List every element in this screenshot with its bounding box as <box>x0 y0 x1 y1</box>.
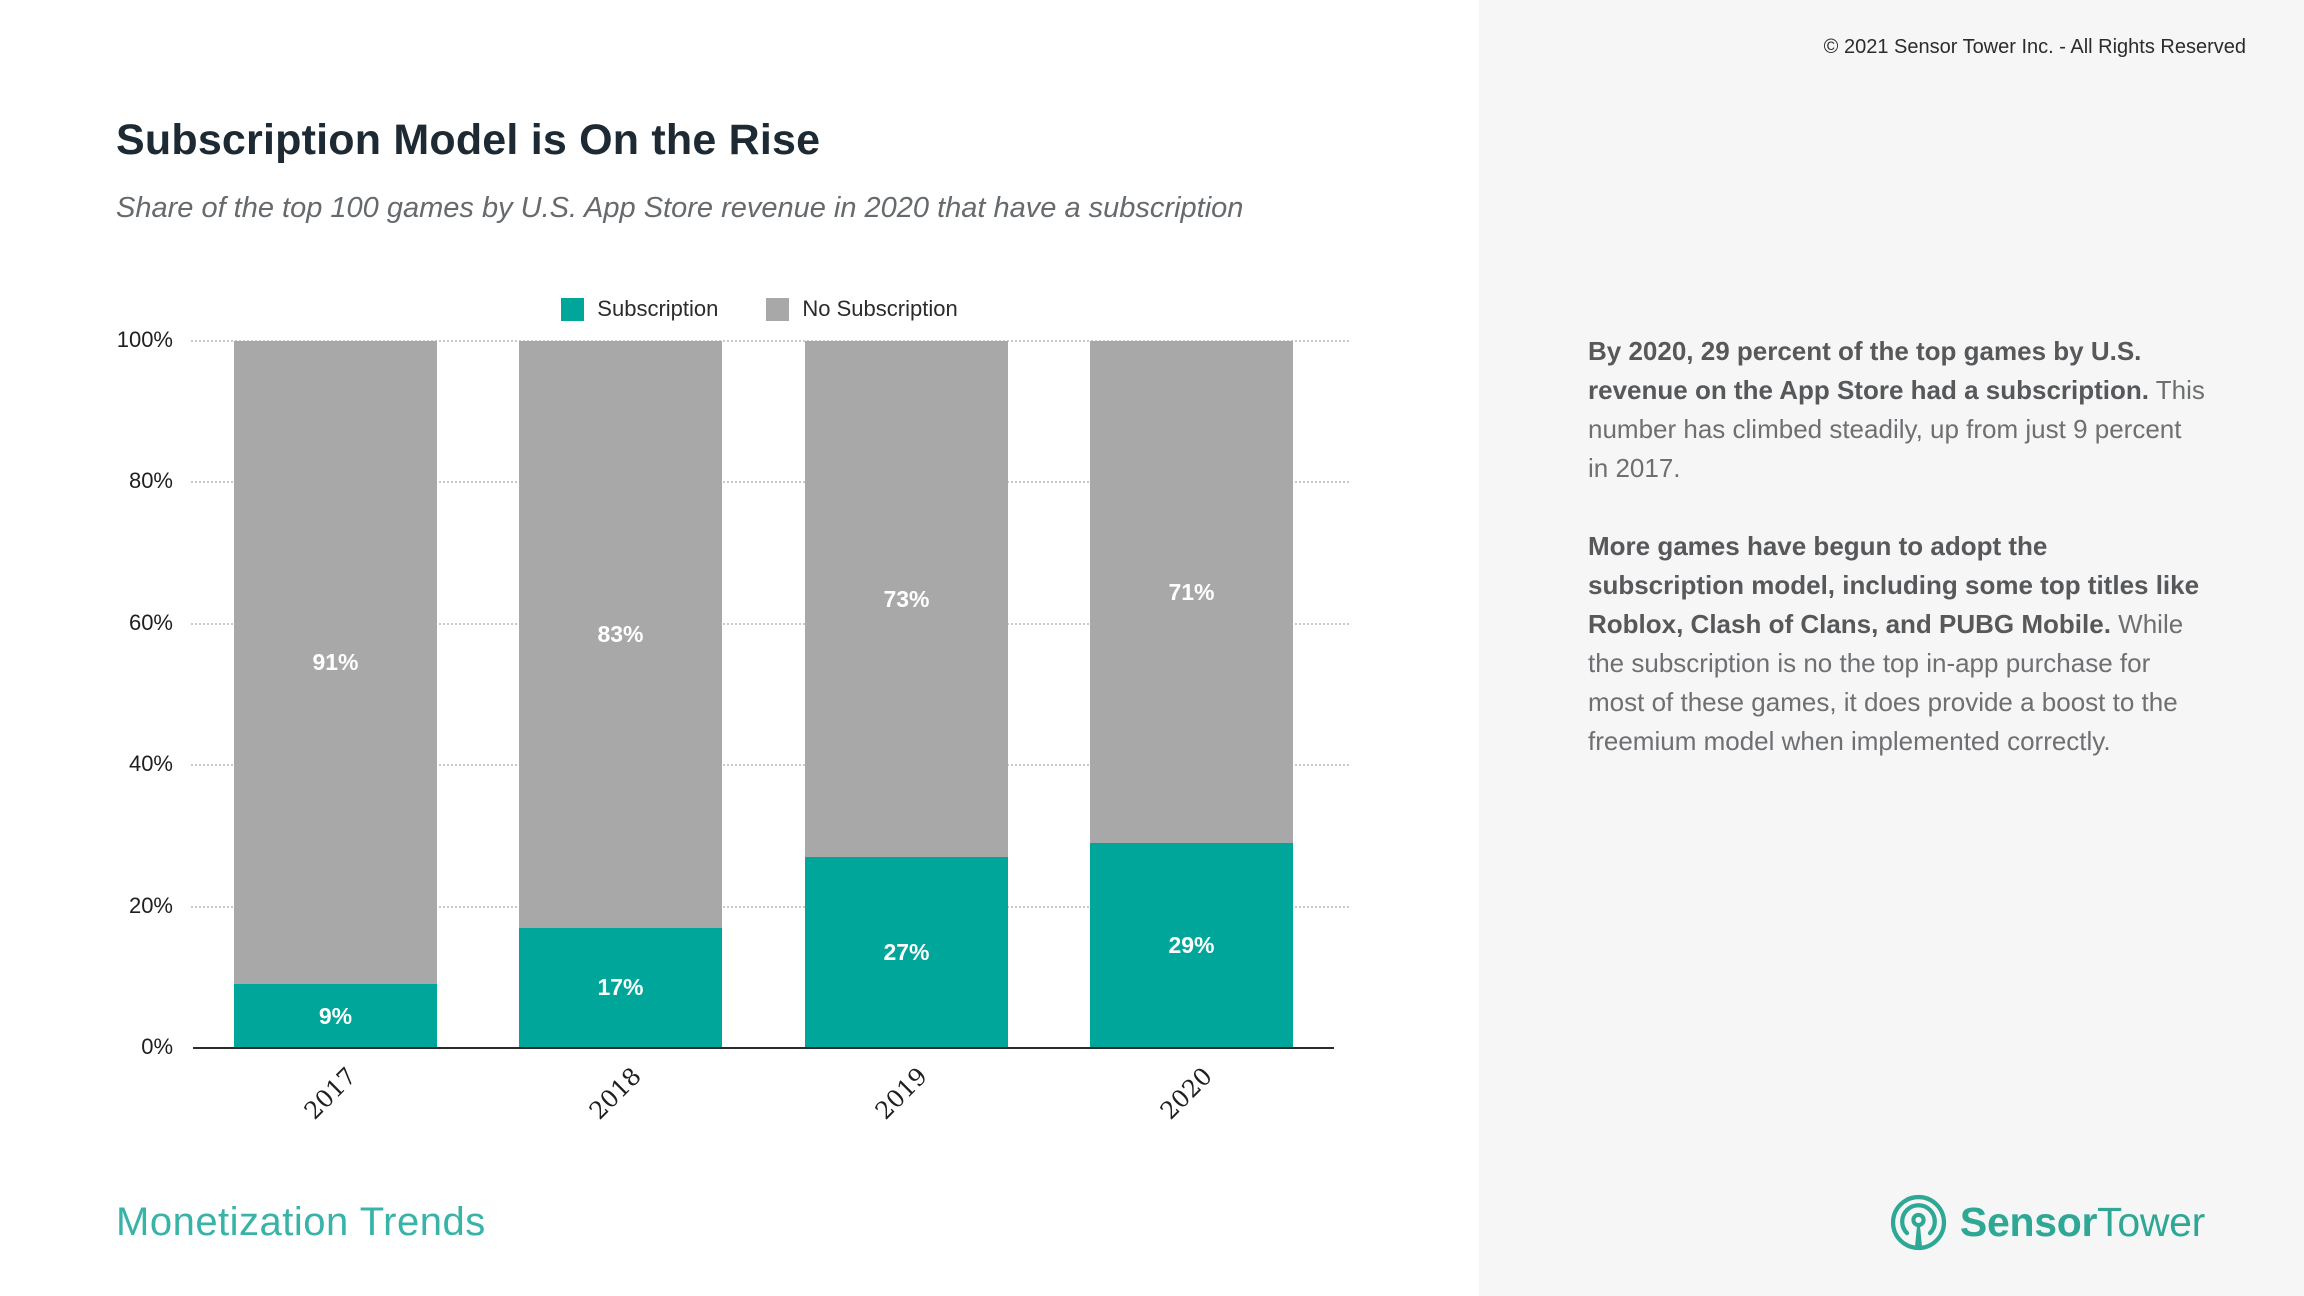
bar-value-label: 9% <box>318 1002 353 1029</box>
sensor-tower-wordmark: SensorTower <box>1960 1199 2205 1246</box>
commentary-paragraph-2: More games have begun to adopt the subsc… <box>1588 527 2208 761</box>
x-axis-tick-label: 2017 <box>298 1062 362 1125</box>
gridline-60% <box>191 622 1349 625</box>
bar-segment-subscription: 29% <box>1090 842 1293 1048</box>
wordmark-sensor: Sensor <box>1959 1199 2098 1245</box>
bar-segment-subscription: 9% <box>234 984 437 1048</box>
y-axis-tick-label: 60% <box>128 609 173 635</box>
paragraph-lead-bold: By 2020, 29 percent of the top games by … <box>1588 336 2150 405</box>
chart-legend: Subscription No Subscription <box>179 296 1340 322</box>
legend-swatch-icon <box>561 297 585 321</box>
x-axis-tick-label: 2019 <box>869 1062 933 1125</box>
bar-segment-subscription: 17% <box>519 927 722 1048</box>
bar-segment-no-subscription: 71% <box>1090 341 1293 843</box>
x-axis-tick-label: 2020 <box>1154 1062 1218 1125</box>
bar-2019: 27% 73% <box>805 341 1008 1048</box>
copyright-text: © 2021 Sensor Tower Inc. - All Rights Re… <box>1823 36 2246 58</box>
bar-value-label: 29% <box>1168 931 1215 958</box>
paragraph-lead-bold: More games have begun to adopt the subsc… <box>1588 531 2200 639</box>
bar-value-label: 91% <box>312 649 359 676</box>
gridline-20% <box>191 905 1349 908</box>
y-axis-tick-label: 40% <box>128 751 173 777</box>
bar-2020: 29% 71% <box>1090 341 1293 1048</box>
bar-2017: 9% 91% <box>234 341 437 1048</box>
bar-value-label: 83% <box>597 620 644 647</box>
sensor-tower-logo: SensorTower <box>1890 1194 2205 1251</box>
wordmark-tower: Tower <box>2097 1199 2205 1245</box>
bar-segment-no-subscription: 83% <box>519 341 722 928</box>
y-axis-tick-label: 0% <box>141 1034 173 1059</box>
bar-segment-no-subscription: 73% <box>805 341 1008 858</box>
legend-item-no-subscription: No Subscription <box>766 296 958 322</box>
legend-label: Subscription <box>597 296 719 321</box>
report-section-label: Monetization Trends <box>116 1200 486 1244</box>
legend-swatch-icon <box>766 297 790 321</box>
page-subtitle: Share of the top 100 games by U.S. App S… <box>116 192 1244 224</box>
legend-label: No Subscription <box>802 296 958 321</box>
paragraph-body: This number has climbed steadily, up fro… <box>1588 375 2205 483</box>
paragraph-body: While the subscription is no the top in-… <box>1588 609 2184 756</box>
commentary-text: By 2020, 29 percent of the top games by … <box>1588 332 2208 761</box>
y-axis-tick-label: 80% <box>128 468 173 494</box>
bar-segment-no-subscription: 91% <box>234 341 437 985</box>
page-title: Subscription Model is On the Rise <box>116 116 821 164</box>
commentary-panel: © 2021 Sensor Tower Inc. - All Rights Re… <box>1479 0 2304 1296</box>
y-axis-tick-label: 100% <box>116 327 173 352</box>
sensor-tower-antenna-icon <box>1890 1194 1947 1251</box>
bar-value-label: 71% <box>1168 578 1215 605</box>
y-axis-tick-label: 20% <box>128 892 173 918</box>
commentary-paragraph-1: By 2020, 29 percent of the top games by … <box>1588 332 2208 488</box>
bar-value-label: 17% <box>597 974 644 1001</box>
stacked-bar-chart: 0% 20% 40% 60% 80% 100% 9% 91% 2017 17% 83% 2018 27%… <box>117 327 1349 1125</box>
gridline-100% <box>191 340 1349 342</box>
legend-item-subscription: Subscription <box>561 296 718 322</box>
x-axis-line <box>193 1047 1334 1049</box>
bar-2018: 17% 83% <box>519 341 722 1048</box>
x-axis-tick-label: 2018 <box>583 1062 647 1125</box>
gridline-80% <box>191 481 1349 484</box>
bar-value-label: 73% <box>883 585 930 612</box>
gridline-40% <box>191 764 1349 767</box>
bar-segment-subscription: 27% <box>805 857 1008 1048</box>
bar-value-label: 27% <box>883 939 930 966</box>
